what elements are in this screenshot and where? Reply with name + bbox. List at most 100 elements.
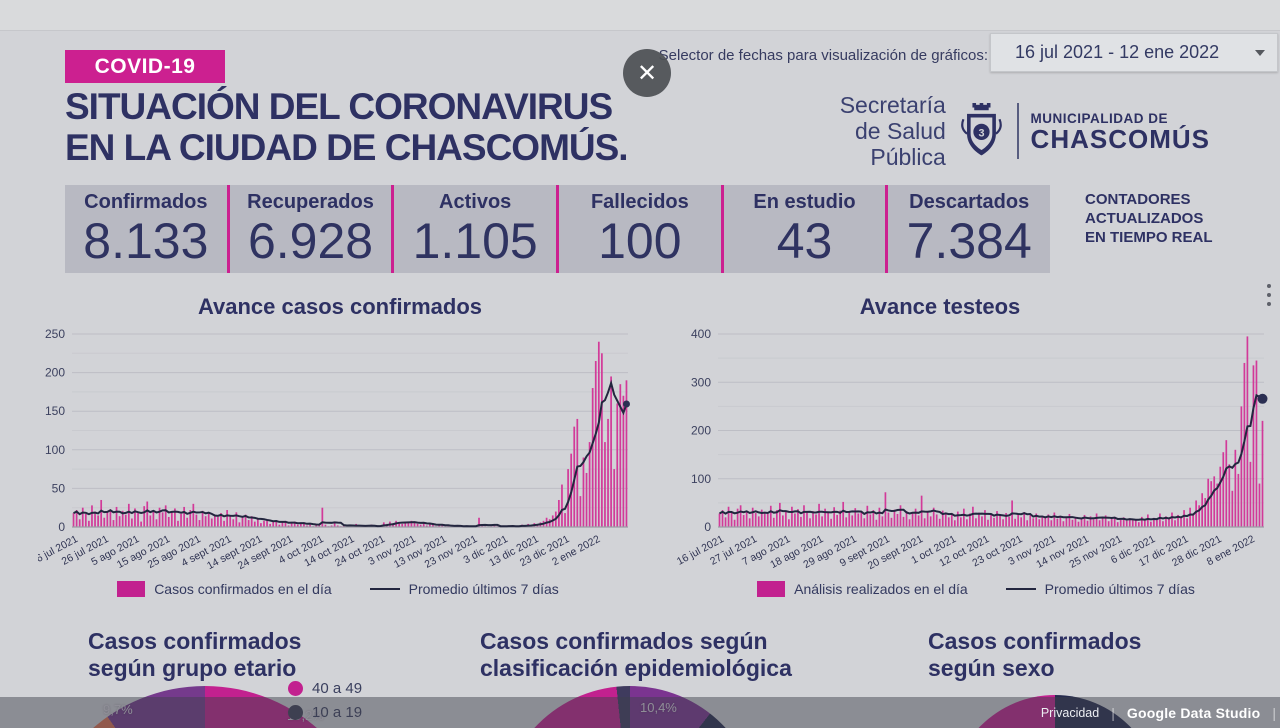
bar <box>94 511 96 527</box>
avg-line-end-dot <box>622 400 630 408</box>
counter-divider <box>720 185 724 273</box>
covid-badge-label: COVID-19 <box>94 54 196 78</box>
bar <box>815 514 817 527</box>
bar <box>938 518 941 527</box>
google-data-studio-link[interactable]: Google Data Studio <box>1126 704 1261 721</box>
bar <box>963 508 965 527</box>
legend-dot <box>288 681 303 696</box>
bar <box>950 514 953 527</box>
bar <box>290 523 293 527</box>
bar <box>478 517 480 527</box>
bar <box>1156 519 1158 527</box>
bar <box>604 442 606 527</box>
bar <box>625 380 628 527</box>
bar <box>797 509 799 527</box>
bar <box>1101 517 1104 527</box>
bar <box>730 512 733 527</box>
secretaria-line2: de Salud Pública <box>854 118 946 170</box>
bar <box>1077 521 1080 527</box>
chart-testeos[interactable]: 0 100 200 300 400 16 jul 2021 27 jul 2021 7 ago… <box>675 326 1276 587</box>
counter-value: 8.133 <box>83 213 209 269</box>
bar <box>256 518 259 527</box>
bar <box>754 513 757 527</box>
close-button[interactable]: ✕ <box>623 49 671 97</box>
bar <box>851 515 854 527</box>
bar <box>404 521 407 527</box>
municipalidad-line2: CHASCOMÚS <box>1030 123 1210 154</box>
bar <box>917 515 920 527</box>
legend-item-bars: Análisis realizados en el día <box>757 581 968 597</box>
legend-label: 10 a 19 <box>312 704 363 721</box>
bar <box>622 395 625 527</box>
bar <box>878 507 881 527</box>
bar <box>1068 513 1071 527</box>
bar <box>1110 518 1113 527</box>
bar <box>947 517 950 527</box>
bar <box>134 508 136 527</box>
bar <box>260 523 262 527</box>
bar <box>223 520 225 527</box>
bar <box>1213 476 1216 527</box>
bar <box>1080 518 1083 527</box>
bar <box>220 513 222 527</box>
bar <box>152 510 155 527</box>
bar <box>791 506 793 527</box>
footer-divider: | <box>1111 704 1115 721</box>
bar <box>303 522 305 527</box>
privacy-link[interactable]: Privacidad <box>1040 705 1100 720</box>
chevron-down-icon <box>1255 49 1265 56</box>
bar <box>1180 517 1182 527</box>
legend-testeos: Análisis realizados en el día Promedio ú… <box>676 581 1276 597</box>
bar <box>296 524 299 527</box>
bar <box>899 505 902 527</box>
bar <box>293 521 296 527</box>
bar <box>118 516 121 527</box>
bar <box>890 517 893 527</box>
bar <box>186 517 189 527</box>
legend-item-line: Promedio últimos 7 días <box>1005 581 1195 597</box>
counter-fallecidos: Fallecidos 100 <box>559 185 721 273</box>
bar <box>1002 519 1004 527</box>
bar <box>836 514 838 527</box>
org-logos: Secretaría de Salud Pública 3 MUNICIPALI… <box>790 92 1210 170</box>
bar <box>1116 522 1119 527</box>
bar <box>229 515 232 527</box>
bar <box>990 514 992 527</box>
bar <box>1125 520 1128 527</box>
bar <box>167 516 170 527</box>
bar <box>806 512 808 527</box>
bar <box>766 513 769 527</box>
bar <box>1195 500 1197 527</box>
bar <box>422 523 425 527</box>
bar <box>241 517 244 527</box>
bar <box>872 510 875 527</box>
bar <box>1153 517 1155 527</box>
bar <box>902 516 905 527</box>
bar <box>833 507 835 527</box>
bar <box>996 511 998 527</box>
bar <box>1147 514 1149 527</box>
legend-item-40a49: 40 a 49 <box>288 680 362 697</box>
municipalidad-line1: MUNICIPALIDAD DE <box>1030 110 1169 126</box>
bar <box>1053 512 1056 527</box>
bar <box>244 514 247 527</box>
bar <box>1008 516 1010 527</box>
bar <box>769 505 772 527</box>
kebab-menu-icon[interactable] <box>1262 284 1276 306</box>
bar <box>821 516 823 527</box>
bar <box>180 513 182 527</box>
bar <box>103 517 106 527</box>
bar <box>1252 365 1255 527</box>
bar <box>860 512 863 527</box>
counter-divider <box>391 185 395 273</box>
bar <box>1065 517 1068 527</box>
bar <box>1017 513 1019 527</box>
bar <box>299 523 302 527</box>
bar <box>1056 518 1059 527</box>
chart-casos-confirmados[interactable]: 0 50 100 150 200 250 16 jul 2021 26 jul 2021 5 a… <box>29 326 634 587</box>
bar <box>410 520 413 527</box>
bar <box>1041 516 1044 527</box>
bar <box>306 525 308 527</box>
date-range-selector[interactable]: 16 jul 2021 - 12 ene 2022 <box>990 33 1278 72</box>
bar <box>266 519 268 527</box>
